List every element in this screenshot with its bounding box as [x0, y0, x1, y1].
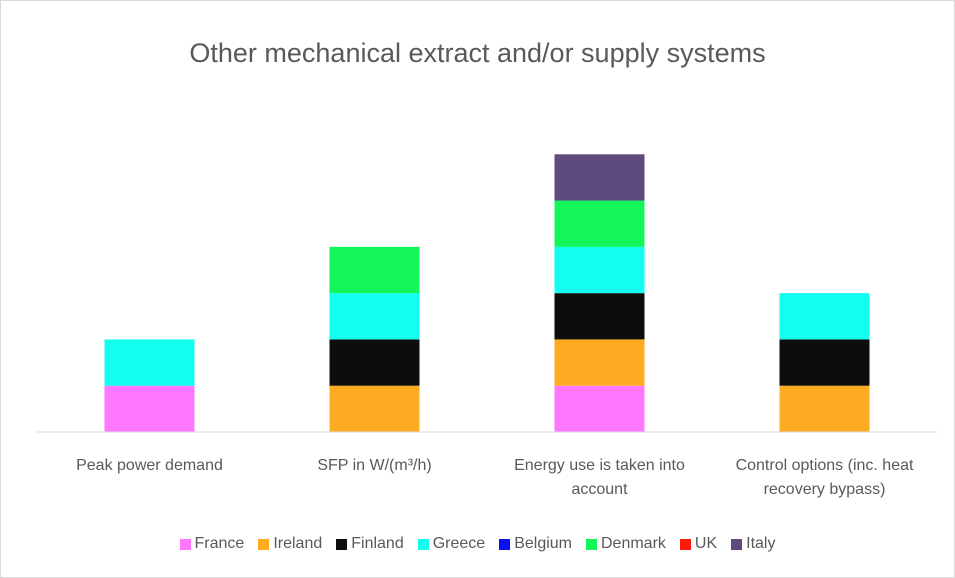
legend-label: Italy [746, 535, 776, 552]
legend-label: Ireland [273, 535, 323, 552]
legend-label: Belgium [514, 535, 572, 552]
bar-segment [554, 154, 645, 201]
bar-segment [329, 385, 420, 432]
bar-segment [554, 293, 645, 340]
legend-swatch [679, 538, 691, 550]
x-tick-label: Energy use is taken into account [514, 457, 685, 498]
bar-segment [329, 339, 420, 386]
bar-segment [554, 200, 645, 247]
legend-item: Finland [336, 535, 404, 553]
legend-swatch [586, 538, 597, 550]
chart-title: Other mechanical extract and/or supply s… [189, 38, 766, 68]
legend-swatch [258, 538, 270, 550]
legend-swatch [417, 538, 429, 550]
legend-label: France [194, 535, 245, 552]
legend-item: Belgium [499, 535, 572, 553]
legend-item: Italy [731, 535, 775, 553]
bar-segment [104, 385, 195, 432]
legend-swatch [179, 538, 191, 550]
x-tick-label: Peak power demand [76, 457, 223, 474]
legend-swatch [336, 538, 348, 550]
bar-segment [554, 246, 645, 294]
legend-item: Ireland [258, 535, 322, 553]
legend-swatch [731, 538, 743, 550]
legend-label: Finland [351, 535, 404, 552]
x-tick-label: SFP in W/(m³/h) [317, 457, 432, 474]
legend-swatch [499, 538, 511, 550]
bar-segment [104, 339, 195, 386]
bar-segment [779, 339, 870, 386]
x-tick-label: Control options (inc. heat recovery bypa… [735, 457, 914, 498]
legend-item: UK [679, 535, 718, 553]
legend-item: Denmark [586, 535, 666, 553]
legend-label: UK [694, 535, 718, 552]
bar-segment [554, 385, 645, 432]
legend-item: Greece [417, 535, 486, 553]
bar-segment [779, 293, 870, 340]
legend-label: Denmark [601, 535, 666, 552]
legend: France Ireland Finland Greece Belgium Denmark… [0, 535, 955, 553]
bar-segment [329, 293, 420, 340]
bar-segment [554, 339, 645, 386]
bar-segment [779, 385, 870, 432]
bar-segment [329, 246, 420, 294]
legend-label: Greece [432, 535, 486, 552]
legend-item: France [179, 535, 245, 553]
